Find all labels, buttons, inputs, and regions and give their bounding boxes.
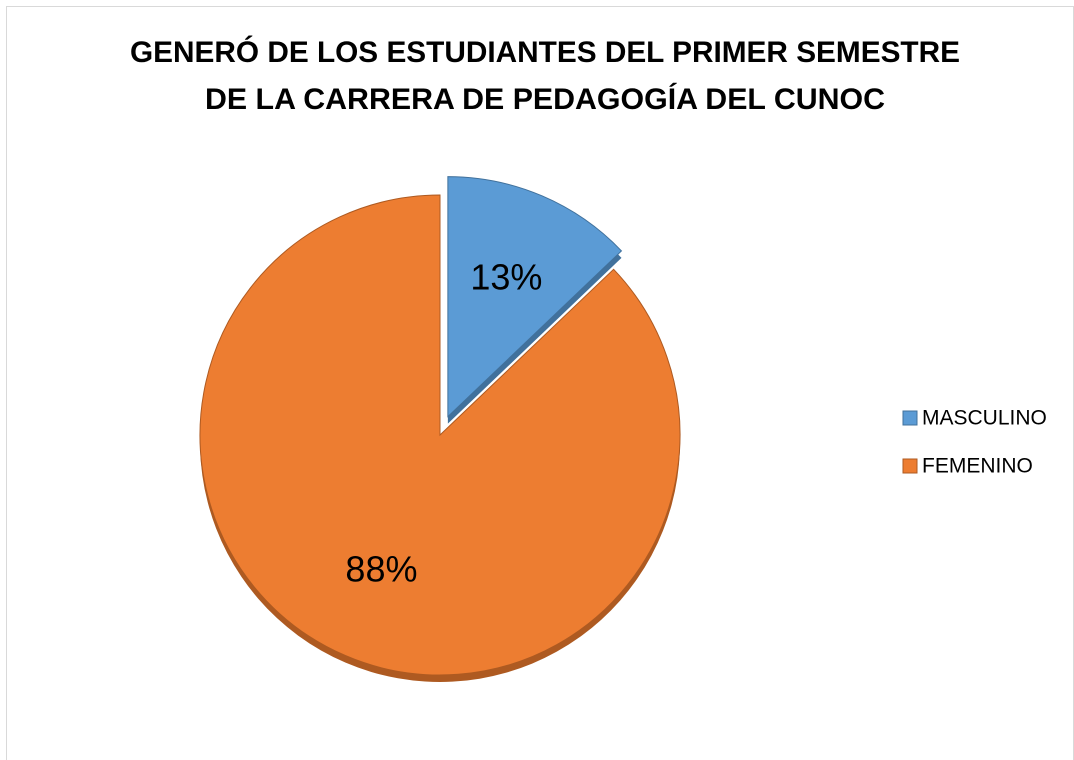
- data-label: 13%: [470, 256, 542, 297]
- slice: [199, 194, 681, 676]
- chart-title: GENERÓ DE LOS ESTUDIANTES DEL PRIMER SEM…: [130, 35, 960, 69]
- data-label: 88%: [345, 548, 417, 589]
- legend-swatch: [902, 410, 918, 426]
- legend-label: FEMENINO: [922, 455, 1033, 478]
- legend-swatch: [902, 458, 918, 474]
- chart-title: DE LA CARRERA DE PEDAGOGÍA DEL CUNOC: [205, 82, 885, 116]
- slice: [447, 176, 623, 418]
- legend-label: MASCULINO: [922, 407, 1047, 430]
